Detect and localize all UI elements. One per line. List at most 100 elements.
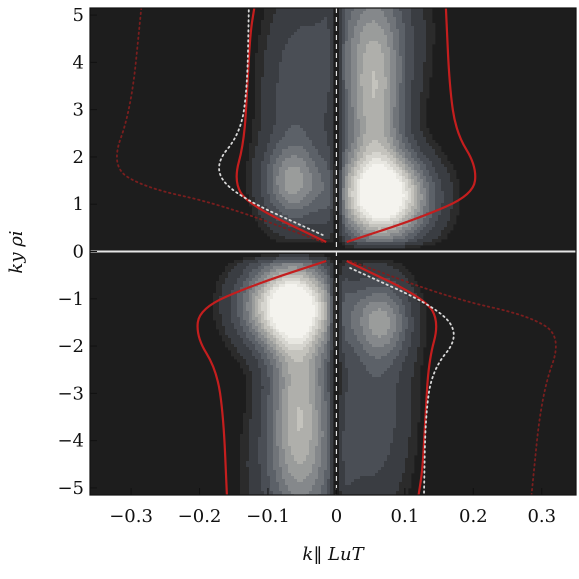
contour-cell [414,50,418,54]
contour-cell [285,167,289,171]
contour-cell [351,197,355,201]
contour-cell [414,101,418,105]
contour-cell [384,137,388,141]
contour-cell [423,20,427,24]
contour-cell [363,161,367,165]
contour-cell [300,152,304,156]
contour-cell [306,152,310,156]
contour-cell [276,113,280,117]
contour-cell [321,194,325,198]
contour-cell [393,176,397,180]
contour-cell [273,44,277,48]
contour-cell [387,221,391,225]
contour-cell [306,32,310,36]
contour-cell [381,221,385,225]
contour-cell [312,59,316,63]
contour-cell [312,128,316,132]
contour-cell [315,65,319,69]
contour-cell [327,176,331,180]
contour-cell [369,74,373,78]
contour-cell [342,113,346,117]
contour-cell [396,62,400,66]
contour-cell [414,182,418,186]
contour-cell [276,77,280,81]
contour-cell [357,17,361,21]
contour-cell [387,59,391,63]
contour-cell [390,212,394,216]
contour-cell [393,50,397,54]
contour-cell [435,164,439,168]
contour-cell [318,152,322,156]
contour-cell [252,176,256,180]
contour-cell [270,170,274,174]
contour-cell [273,74,277,78]
contour-cell [396,89,400,93]
contour-cell [363,89,367,93]
contour-cell [384,113,388,117]
contour-cell [315,80,319,84]
contour-cell [249,257,253,261]
contour-cell [261,224,265,228]
contour-cell [330,170,334,174]
contour-cell [300,134,304,138]
contour-cell [363,32,367,36]
contour-cell [399,80,403,84]
contour-cell [291,254,295,258]
contour-cell [357,131,361,135]
contour-cell [390,236,394,240]
contour-cell [369,200,373,204]
contour-cell [273,101,277,105]
contour-cell [309,29,313,33]
contour-cell [255,158,259,162]
contour-cell [264,44,268,48]
contour-cell [324,68,328,72]
contour-cell [411,11,415,15]
contour-cell [285,74,289,78]
contour-cell [354,155,358,159]
contour-cell [306,29,310,33]
contour-cell [423,239,427,243]
contour-cell [360,71,364,75]
contour-cell [378,137,382,141]
contour-cell [249,179,253,183]
contour-cell [363,221,367,225]
contour-cell [330,185,334,189]
contour-cell [411,29,415,33]
contour-cell [261,218,265,222]
contour-cell [357,194,361,198]
contour-cell [390,86,394,90]
contour-cell [372,212,376,216]
contour-cell [339,77,343,81]
contour-cell [264,104,268,108]
contour-cell [411,161,415,165]
contour-cell [408,74,412,78]
contour-cell [390,161,394,165]
contour-cell [396,236,400,240]
contour-cell [348,191,352,195]
contour-cell [384,44,388,48]
contour-cell [345,212,349,216]
contour-cell [282,260,286,264]
contour-cell [312,236,316,240]
contour-cell [399,104,403,108]
contour-cell [414,113,418,117]
contour-cell [456,188,460,192]
contour-cell [345,44,349,48]
contour-cell [393,107,397,111]
contour-cell [303,71,307,75]
contour-cell [342,263,346,267]
contour-cell [366,182,370,186]
contour-cell [420,119,424,123]
contour-cell [393,116,397,120]
contour-cell [306,143,310,147]
contour-cell [372,194,376,198]
contour-cell [291,236,295,240]
contour-cell [306,17,310,21]
contour-cell [306,71,310,75]
contour-cell [405,74,409,78]
contour-cell [294,83,298,87]
contour-cell [288,152,292,156]
contour-cell [348,74,352,78]
contour-cell [261,38,265,42]
contour-cell [429,44,433,48]
